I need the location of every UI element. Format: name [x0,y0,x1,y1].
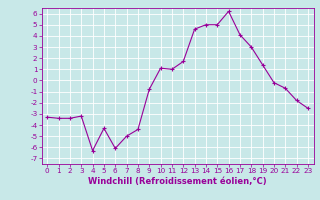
X-axis label: Windchill (Refroidissement éolien,°C): Windchill (Refroidissement éolien,°C) [88,177,267,186]
